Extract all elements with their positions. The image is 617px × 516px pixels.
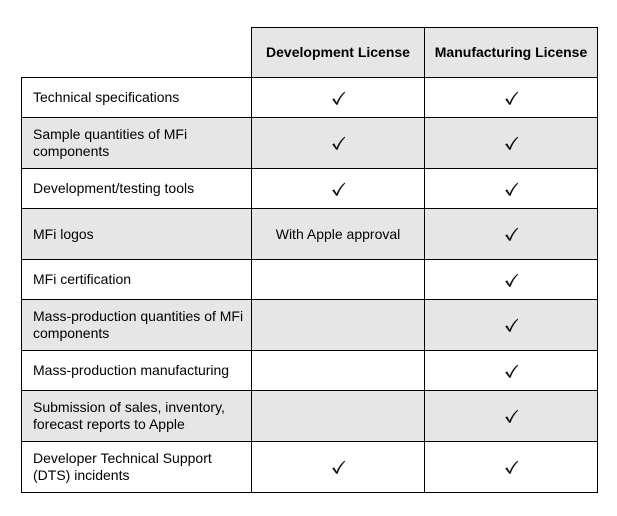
cell-text: With Apple approval — [275, 225, 401, 242]
development-value — [251, 168, 425, 209]
checkmark-icon — [502, 316, 520, 334]
table-row: Technical specifications — [21, 77, 598, 118]
table-row: Development/testing tools — [21, 168, 598, 209]
table-row: MFi certification — [21, 259, 598, 300]
development-value — [251, 299, 425, 351]
checkmark-icon — [502, 180, 520, 198]
checkmark-icon — [329, 89, 347, 107]
header-blank-cell — [21, 27, 252, 78]
checkmark-icon — [329, 180, 347, 198]
checkmark-icon — [502, 271, 520, 289]
header-manufacturing-license: Manufacturing License — [424, 27, 598, 78]
checkmark-icon — [502, 89, 520, 107]
manufacturing-value — [424, 350, 598, 391]
checkmark-icon — [502, 458, 520, 476]
feature-label: Mass-production manufacturing — [21, 350, 252, 391]
checkmark-icon — [502, 362, 520, 380]
development-value — [251, 259, 425, 300]
feature-label: Mass-production quantities of MFi compon… — [21, 299, 252, 351]
checkmark-icon — [502, 407, 520, 425]
feature-label: MFi logos — [21, 208, 252, 260]
feature-label: MFi certification — [21, 259, 252, 300]
manufacturing-value — [424, 441, 598, 493]
development-value — [251, 350, 425, 391]
license-comparison-table: Development License Manufacturing Licens… — [21, 27, 598, 493]
table-row: MFi logos With Apple approval — [21, 208, 598, 260]
manufacturing-value — [424, 77, 598, 118]
development-value — [251, 441, 425, 493]
checkmark-icon — [329, 458, 347, 476]
feature-label: Development/testing tools — [21, 168, 252, 209]
manufacturing-value — [424, 168, 598, 209]
checkmark-icon — [329, 134, 347, 152]
table-row: Sample quantities of MFi components — [21, 117, 598, 169]
feature-label: Developer Technical Support (DTS) incide… — [21, 441, 252, 493]
header-row: Development License Manufacturing Licens… — [21, 27, 598, 78]
manufacturing-value — [424, 259, 598, 300]
table-row: Developer Technical Support (DTS) incide… — [21, 441, 598, 493]
table-row: Submission of sales, inventory, forecast… — [21, 390, 598, 442]
manufacturing-value — [424, 117, 598, 169]
development-value — [251, 390, 425, 442]
development-value: With Apple approval — [251, 208, 425, 260]
manufacturing-value — [424, 208, 598, 260]
manufacturing-value — [424, 299, 598, 351]
checkmark-icon — [502, 134, 520, 152]
feature-label: Technical specifications — [21, 77, 252, 118]
checkmark-icon — [502, 225, 520, 243]
feature-label: Sample quantities of MFi components — [21, 117, 252, 169]
development-value — [251, 77, 425, 118]
development-value — [251, 117, 425, 169]
table-row: Mass-production manufacturing — [21, 350, 598, 391]
feature-label: Submission of sales, inventory, forecast… — [21, 390, 252, 442]
header-development-license: Development License — [251, 27, 425, 78]
table-row: Mass-production quantities of MFi compon… — [21, 299, 598, 351]
manufacturing-value — [424, 390, 598, 442]
